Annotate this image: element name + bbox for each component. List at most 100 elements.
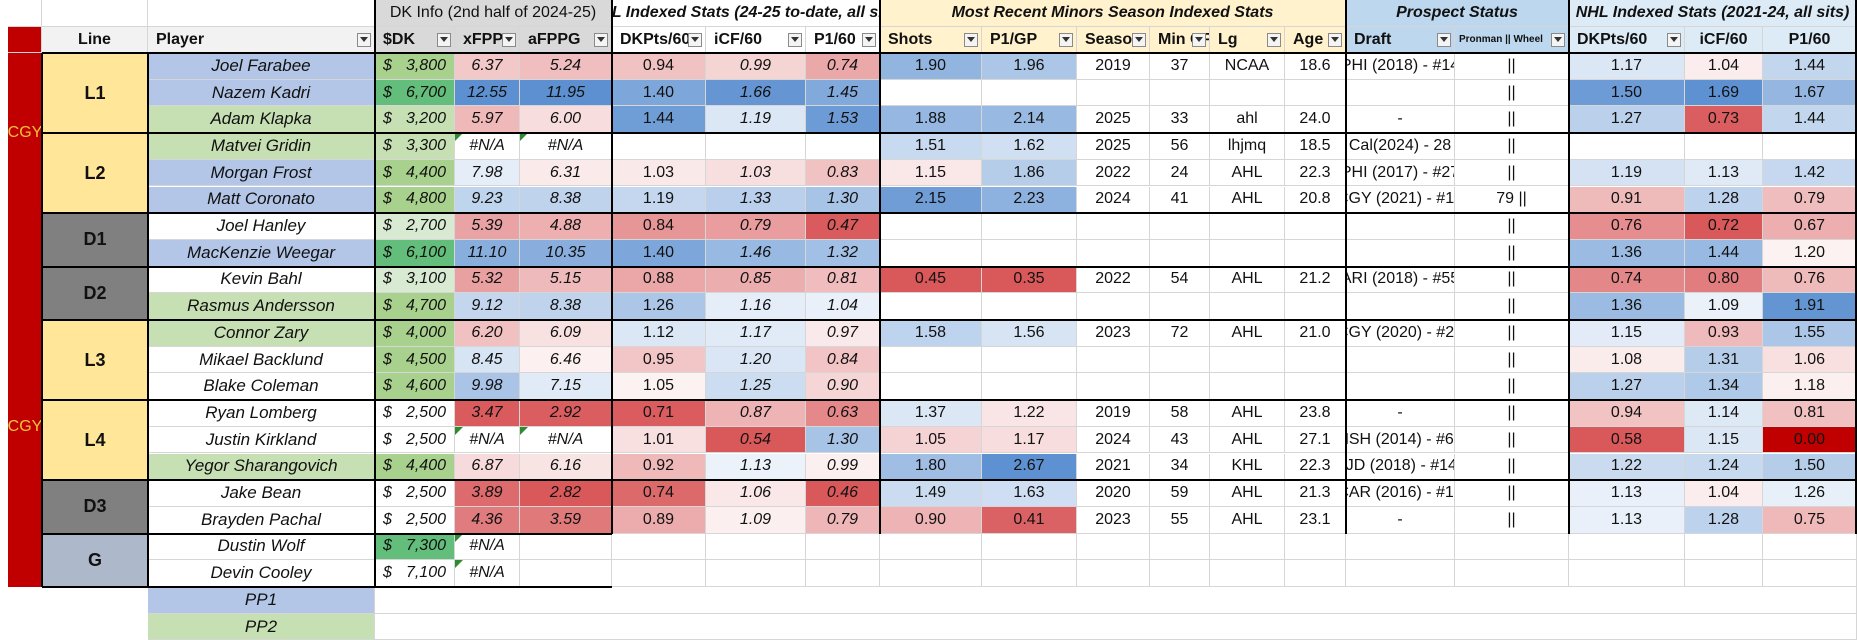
- filter-dropdown-icon[interactable]: [357, 32, 371, 47]
- p160[interactable]: 0.63: [806, 400, 880, 427]
- min-gp[interactable]: 41: [1150, 186, 1210, 214]
- p160[interactable]: 1.04: [806, 293, 880, 320]
- p160[interactable]: 1.53: [806, 106, 880, 134]
- player-name[interactable]: Mikael Backlund: [148, 346, 375, 374]
- past-icf60[interactable]: 1.28: [1685, 506, 1763, 534]
- season[interactable]: 2019: [1077, 400, 1150, 427]
- p160[interactable]: 1.30: [806, 426, 880, 454]
- past-icf60[interactable]: 1.44: [1685, 239, 1763, 267]
- p1gp[interactable]: 2.14: [982, 106, 1077, 134]
- league[interactable]: NCAA: [1210, 53, 1285, 80]
- min-gp[interactable]: 24: [1150, 159, 1210, 187]
- p160[interactable]: 0.81: [806, 266, 880, 294]
- afppg[interactable]: 2.82: [520, 480, 612, 507]
- line-label[interactable]: L3: [42, 320, 148, 401]
- league[interactable]: [1210, 79, 1285, 107]
- afppg[interactable]: 3.59: [520, 506, 612, 534]
- dkpts60[interactable]: 1.19: [612, 186, 706, 214]
- xfppg[interactable]: 5.39: [455, 213, 520, 240]
- player-name[interactable]: Joel Farabee: [148, 53, 375, 80]
- filter-dropdown-icon[interactable]: [1059, 32, 1073, 47]
- p160[interactable]: 0.79: [806, 506, 880, 534]
- league[interactable]: AHL: [1210, 186, 1285, 214]
- player-name[interactable]: Yegor Sharangovich: [148, 453, 375, 481]
- xfppg[interactable]: #N/A: [455, 533, 520, 561]
- pronman-wheel[interactable]: ||: [1455, 239, 1569, 267]
- league[interactable]: AHL: [1210, 266, 1285, 294]
- age[interactable]: 21.0: [1285, 320, 1346, 347]
- pronman-wheel[interactable]: ||: [1455, 159, 1569, 187]
- past-p160[interactable]: [1763, 533, 1857, 561]
- icf60[interactable]: 1.46: [706, 239, 806, 267]
- afppg[interactable]: 8.38: [520, 293, 612, 320]
- p1gp[interactable]: [982, 560, 1077, 587]
- pronman-wheel[interactable]: ||: [1455, 453, 1569, 481]
- col-header-past_p160[interactable]: P1/60: [1763, 27, 1857, 53]
- min-gp[interactable]: 54: [1150, 266, 1210, 294]
- col-header-p1gp[interactable]: P1/GP: [982, 27, 1077, 53]
- icf60[interactable]: 0.85: [706, 266, 806, 294]
- blank-header[interactable]: [148, 0, 375, 27]
- dkpts60[interactable]: 0.74: [612, 480, 706, 507]
- past-dkpts60[interactable]: 1.22: [1569, 453, 1685, 481]
- afppg[interactable]: [520, 560, 612, 587]
- season[interactable]: 2024: [1077, 186, 1150, 214]
- season[interactable]: 2020: [1077, 480, 1150, 507]
- dkpts60[interactable]: 0.92: [612, 453, 706, 481]
- draft[interactable]: [1346, 346, 1455, 374]
- p1gp[interactable]: 0.41: [982, 506, 1077, 534]
- pronman-wheel[interactable]: ||: [1455, 79, 1569, 107]
- past-dkpts60[interactable]: 0.58: [1569, 426, 1685, 454]
- player-name[interactable]: MacKenzie Weegar: [148, 239, 375, 267]
- age[interactable]: 21.3: [1285, 480, 1346, 507]
- empty-row[interactable]: [375, 613, 1857, 640]
- age[interactable]: [1285, 79, 1346, 107]
- p1gp[interactable]: 1.86: [982, 159, 1077, 187]
- player-name[interactable]: Dustin Wolf: [148, 533, 375, 561]
- p160[interactable]: 1.45: [806, 79, 880, 107]
- icf60[interactable]: [706, 533, 806, 561]
- p1gp[interactable]: [982, 293, 1077, 320]
- past-p160[interactable]: 0.00: [1763, 426, 1857, 454]
- shots[interactable]: [880, 533, 982, 561]
- shots[interactable]: 1.88: [880, 106, 982, 134]
- col-header-p160[interactable]: P1/60: [806, 27, 880, 53]
- past-icf60[interactable]: 1.69: [1685, 79, 1763, 107]
- player-name[interactable]: Blake Coleman: [148, 373, 375, 401]
- player-name[interactable]: Kevin Bahl: [148, 266, 375, 294]
- dkpts60[interactable]: 0.95: [612, 346, 706, 374]
- shots[interactable]: 1.49: [880, 480, 982, 507]
- league[interactable]: AHL: [1210, 506, 1285, 534]
- pronman-wheel[interactable]: ||: [1455, 480, 1569, 507]
- shots[interactable]: 0.90: [880, 506, 982, 534]
- past-dkpts60[interactable]: 1.13: [1569, 506, 1685, 534]
- past-p160[interactable]: 1.44: [1763, 106, 1857, 134]
- shots[interactable]: 1.37: [880, 400, 982, 427]
- p1gp[interactable]: [982, 79, 1077, 107]
- past-icf60[interactable]: 0.73: [1685, 106, 1763, 134]
- past-dkpts60[interactable]: 0.74: [1569, 266, 1685, 294]
- p1gp[interactable]: 0.35: [982, 266, 1077, 294]
- dkpts60[interactable]: 1.05: [612, 373, 706, 401]
- p1gp[interactable]: [982, 346, 1077, 374]
- player-name[interactable]: Matt Coronato: [148, 186, 375, 214]
- icf60[interactable]: 1.16: [706, 293, 806, 320]
- icf60[interactable]: 1.19: [706, 106, 806, 134]
- col-header-age[interactable]: Age: [1285, 27, 1346, 53]
- age[interactable]: 22.3: [1285, 453, 1346, 481]
- past-p160[interactable]: 0.67: [1763, 213, 1857, 240]
- xfppg[interactable]: 5.97: [455, 106, 520, 134]
- past-icf60[interactable]: 1.31: [1685, 346, 1763, 374]
- dkpts60[interactable]: 1.03: [612, 159, 706, 187]
- pp-label[interactable]: PP2: [148, 613, 375, 640]
- xfppg[interactable]: 7.98: [455, 159, 520, 187]
- age[interactable]: [1285, 533, 1346, 561]
- past-icf60[interactable]: 0.72: [1685, 213, 1763, 240]
- xfppg[interactable]: 4.36: [455, 506, 520, 534]
- dk-salary[interactable]: $2,500: [375, 480, 455, 507]
- past-p160[interactable]: [1763, 133, 1857, 160]
- dkpts60[interactable]: 0.88: [612, 266, 706, 294]
- min-gp[interactable]: 33: [1150, 106, 1210, 134]
- min-gp[interactable]: [1150, 79, 1210, 107]
- pronman-wheel[interactable]: ||: [1455, 293, 1569, 320]
